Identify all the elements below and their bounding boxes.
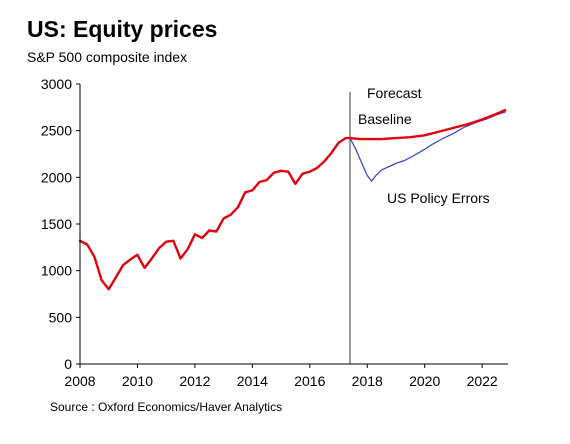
series-line-baseline: [78, 108, 507, 291]
chart-title: US: Equity prices: [27, 16, 218, 42]
x-tick-label: 2008: [64, 373, 95, 389]
y-tick-label: 2000: [41, 169, 72, 185]
x-tick-label: 2020: [409, 373, 440, 389]
x-tick-label: 2012: [179, 373, 210, 389]
x-tick-label: 2018: [352, 373, 383, 389]
series-layer: [78, 108, 507, 291]
x-axis: 2008 2010 2012 2014 2016 2018 2020 2022: [64, 364, 498, 389]
y-tick-label: 1000: [41, 263, 72, 279]
baseline-label: Baseline: [358, 111, 412, 127]
y-tick-label: 3000: [41, 76, 72, 92]
y-tick-label: 0: [64, 356, 72, 372]
x-tick-label: 2016: [294, 373, 325, 389]
y-tick-label: 2500: [41, 123, 72, 139]
y-tick-label: 500: [49, 309, 73, 325]
y-tick-label: 1500: [41, 216, 72, 232]
y-axis: 0 500 1000 1500 2000 2500 3000: [41, 76, 80, 372]
chart-subtitle: S&P 500 composite index: [27, 49, 188, 65]
x-tick-label: 2010: [122, 373, 153, 389]
forecast-label: Forecast: [367, 85, 422, 101]
policy-errors-label: US Policy Errors: [387, 190, 490, 206]
x-tick-label: 2014: [237, 373, 268, 389]
chart-source: Source : Oxford Economics/Haver Analytic…: [50, 400, 283, 414]
x-tick-label: 2022: [467, 373, 498, 389]
